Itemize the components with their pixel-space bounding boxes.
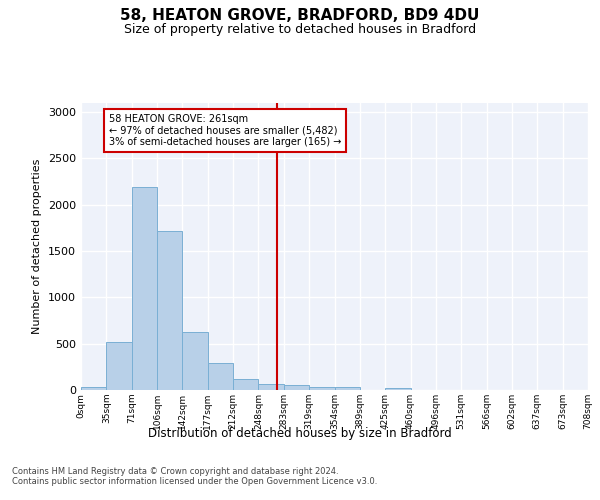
Bar — [284, 386, 309, 390]
Text: Size of property relative to detached houses in Bradford: Size of property relative to detached ho… — [124, 22, 476, 36]
Bar — [106, 342, 132, 390]
Bar — [309, 387, 335, 390]
Bar — [81, 387, 106, 390]
Bar — [335, 387, 360, 390]
Bar — [385, 388, 410, 390]
Text: Contains public sector information licensed under the Open Government Licence v3: Contains public sector information licen… — [12, 478, 377, 486]
Bar — [233, 379, 259, 390]
Text: 58, HEATON GROVE, BRADFORD, BD9 4DU: 58, HEATON GROVE, BRADFORD, BD9 4DU — [121, 8, 479, 22]
Text: 58 HEATON GROVE: 261sqm
← 97% of detached houses are smaller (5,482)
3% of semi-: 58 HEATON GROVE: 261sqm ← 97% of detache… — [109, 114, 341, 147]
Text: Distribution of detached houses by size in Bradford: Distribution of detached houses by size … — [148, 428, 452, 440]
Bar — [259, 384, 284, 390]
Bar — [208, 363, 233, 390]
Bar — [157, 232, 182, 390]
Bar — [132, 187, 157, 390]
Bar — [182, 332, 208, 390]
Y-axis label: Number of detached properties: Number of detached properties — [32, 158, 43, 334]
Text: Contains HM Land Registry data © Crown copyright and database right 2024.: Contains HM Land Registry data © Crown c… — [12, 468, 338, 476]
